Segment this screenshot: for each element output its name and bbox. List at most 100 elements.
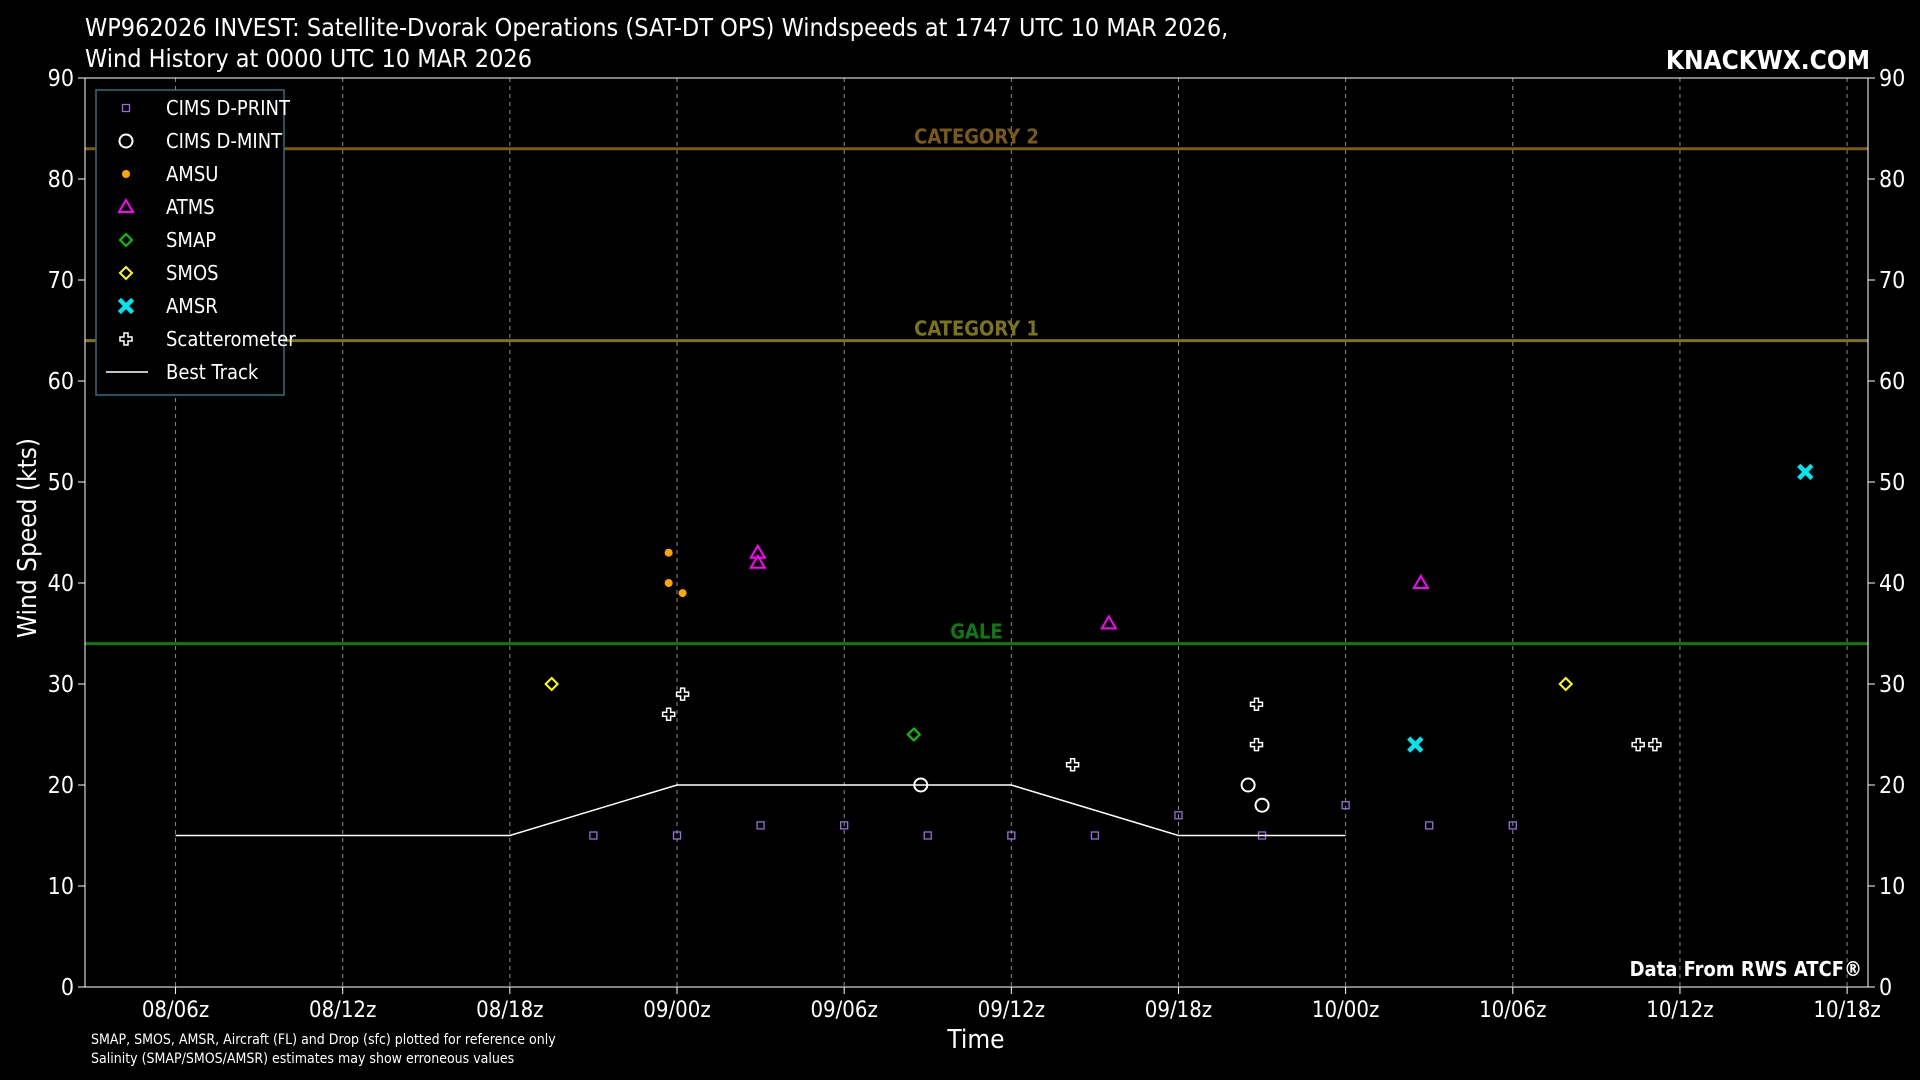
scatterometer-point [661, 707, 676, 722]
cims-d-print-point [923, 831, 932, 840]
y-tick-label-right: 90 [1879, 66, 1905, 92]
x-tick-label: 09/00z [643, 998, 710, 1023]
amsr-point-stroke [1797, 463, 1814, 481]
smos-point [1558, 676, 1574, 692]
legend-swatch-smap [118, 232, 134, 248]
threshold-label: GALE [950, 620, 1002, 644]
legend-label-smap: SMAP [166, 228, 216, 252]
scatterometer-point [1065, 758, 1080, 772]
atms-point [1100, 614, 1118, 630]
y-tick-label-right: 20 [1879, 773, 1905, 799]
y-tick-label-right: 60 [1879, 369, 1905, 395]
x-tick-label: 08/06z [142, 998, 209, 1023]
grid-layer [175, 78, 1848, 987]
atms-point [1412, 574, 1430, 589]
y-tick-label-right: 80 [1879, 167, 1905, 193]
cims-d-print-point [1090, 831, 1100, 840]
legend-label-amsr: AMSR [166, 294, 218, 318]
x-tick-label: 10/18z [1813, 998, 1880, 1023]
scatterometer-point [1249, 737, 1264, 752]
amsr-point [1407, 736, 1424, 753]
cims-d-print-point [1425, 821, 1434, 830]
legend-label-atms: ATMS [166, 195, 215, 219]
scatterometer-point [1249, 697, 1264, 711]
x-tick-label: 09/12z [978, 998, 1045, 1023]
legend-label-amsu: AMSU [166, 162, 218, 186]
scatterometer-point [1648, 737, 1662, 752]
x-tick-label: 08/12z [309, 998, 376, 1023]
y-tick-label-right: 10 [1879, 874, 1905, 900]
y-tick-label-left: 70 [48, 268, 74, 294]
cims-d-print-point [1007, 831, 1016, 840]
y-axis-label: Wind Speed (kts) [13, 438, 43, 638]
threshold-label: CATEGORY 2 [914, 125, 1039, 149]
legend-swatch-amsr [117, 297, 135, 315]
legend-swatch-atms [117, 198, 135, 213]
atms-point [749, 553, 767, 569]
legend-swatch-amsr-stroke [117, 297, 135, 315]
y-tick-label-right: 0 [1879, 975, 1892, 1001]
brand-label: KNACKWX.COM [1666, 46, 1870, 76]
amsu-point [678, 589, 687, 598]
legend-swatch-cims-d-print [121, 103, 131, 113]
cims-d-print-point [1508, 821, 1517, 830]
data-layer [175, 463, 1814, 840]
y-tick-label-right: 30 [1879, 672, 1905, 698]
cims-d-mint-point [1254, 797, 1270, 813]
threshold-label: CATEGORY 1 [914, 317, 1039, 341]
y-tick-label-right: 40 [1879, 571, 1905, 597]
legend-label-best-track: Best Track [166, 360, 259, 384]
y-tick-label-left: 40 [48, 571, 74, 597]
y-tick-label-left: 20 [48, 773, 74, 799]
threshold-layer: CATEGORY 2 CATEGORY 1 GALE [85, 125, 1868, 646]
y-tick-label-left: 80 [48, 167, 74, 193]
cims-d-print-point [1174, 811, 1183, 820]
best-track-line [175, 784, 1346, 837]
cims-d-print-point [840, 821, 849, 830]
plot-frame [84, 77, 1869, 988]
legend-swatch-smos [118, 265, 134, 281]
scatterometer-point [1631, 737, 1645, 752]
source-label: Data From RWS ATCF® [1630, 957, 1862, 981]
legend-label-cims-d-mint: CIMS D-MINT [166, 129, 283, 153]
y-tick-label-left: 60 [48, 369, 74, 395]
x-tick-label: 10/12z [1646, 998, 1713, 1023]
y-tick-label-left: 90 [48, 66, 74, 92]
y-tick-label-right: 70 [1879, 268, 1905, 294]
y-tick-label-left: 0 [61, 975, 74, 1001]
scatterometer-point [675, 687, 690, 701]
chart-title-line1: WP962026 INVEST: Satellite-Dvorak Operat… [85, 13, 1228, 42]
legend-label-scatterometer: Scatterometer [166, 327, 296, 351]
amsu-point [664, 579, 673, 587]
footnote-line2: Salinity (SMAP/SMOS/AMSR) estimates may … [91, 1051, 514, 1067]
cims-d-print-point [672, 831, 682, 840]
x-axis-label: Time [946, 1025, 1004, 1055]
legend-label-cims-d-print: CIMS D-PRINT [166, 96, 291, 120]
amsr-point [1797, 463, 1814, 481]
legend-swatch-scatterometer [119, 332, 133, 346]
chart-title-line2: Wind History at 0000 UTC 10 MAR 2026 [85, 44, 532, 73]
amsr-point-stroke [1407, 736, 1424, 753]
cims-d-print-point [756, 821, 765, 830]
y-tick-label-right: 50 [1879, 470, 1905, 496]
smap-point [906, 727, 922, 742]
x-tick-label: 09/06z [810, 998, 877, 1023]
cims-d-print-point [589, 831, 598, 840]
cims-d-print-point [1341, 801, 1350, 810]
x-tick-label: 09/18z [1145, 998, 1212, 1023]
legend-label-smos: SMOS [166, 261, 219, 285]
amsu-point [664, 548, 673, 557]
legend: CIMS D-PRINT CIMS D-MINT AMSU ATMS SMAP SMOS A… [95, 89, 296, 396]
axes-layer: 08/06z 08/12z 08/18z 09/00z 09/06z 09/12z 09/1… [48, 66, 1906, 1023]
y-tick-label-left: 10 [48, 874, 74, 900]
x-tick-label: 08/18z [476, 998, 543, 1023]
cims-d-mint-point [1240, 777, 1256, 793]
x-tick-label: 10/00z [1312, 998, 1379, 1023]
footnote-line1: SMAP, SMOS, AMSR, Aircraft (FL) and Drop… [91, 1032, 556, 1048]
smos-point [544, 676, 560, 692]
legend-swatch-amsu [122, 170, 130, 178]
x-tick-label: 10/06z [1479, 998, 1546, 1023]
y-tick-label-left: 30 [48, 672, 74, 698]
